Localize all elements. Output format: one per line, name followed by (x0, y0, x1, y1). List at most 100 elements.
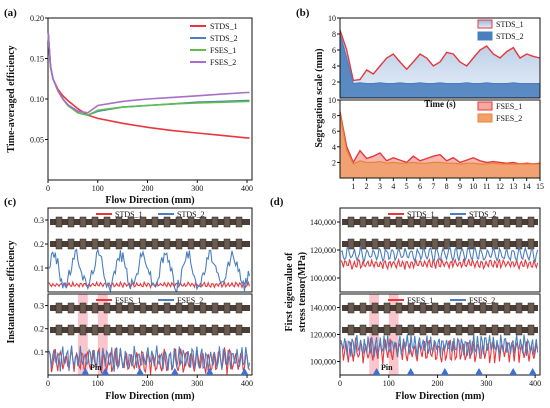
panel-d-bottom-rotor-1-flight (467, 302, 475, 314)
panel-b-bottom-area-FSES_1 (340, 111, 540, 178)
panel-d-xtick-label: 0 (338, 379, 342, 388)
panel-d-top-rotor-1-flight (443, 216, 451, 228)
panel-b-top-ytick-label: 8 (332, 30, 336, 39)
panel-c-bottom-rotor-2-flight (127, 324, 135, 336)
panel-c-bottom-rotor-2-flight (187, 324, 195, 336)
panel-d-top-rotor-2-shaft (342, 241, 538, 247)
panel-b-xtick-label: 3 (378, 182, 382, 191)
panel-c-top-frame (47, 207, 253, 293)
panel-c-bottom-rotor-1-flight (187, 302, 195, 314)
panel-d-top-rotor-1-flight (431, 216, 439, 228)
panel-c-bottom-rotor-2-flight (151, 324, 159, 336)
panel-d-bottom-legend-label-0: FSES_1 (407, 296, 433, 305)
panel-c-top-series-STDS_1 (48, 280, 251, 290)
panel-d-bottom-rotor-2-flight (383, 324, 391, 336)
panel-c-top-rotor-1-flight (115, 216, 123, 228)
panel-b-xtick-label: 7 (431, 182, 435, 191)
panel-c-top-rotor-2-flight (79, 238, 87, 250)
panel-b-top-area-STDS_2 (340, 34, 540, 98)
panel-c-bottom-rotor-1-flight (127, 302, 135, 314)
panel-c-bottom-rotor-1-flight (91, 302, 99, 314)
panel-c-bottom-rotor-2-flight (103, 324, 111, 336)
panel-c-bottom-rotor-2-flight (199, 324, 207, 336)
panel-c-bottom-ytick-label: 0.1 (34, 348, 44, 357)
panel-a-xtick-label: 0 (46, 184, 50, 193)
panel-a-legend-label-0: STDS_1 (210, 22, 238, 31)
panel-c-bottom-series-FSES_2 (48, 345, 251, 372)
panel-d-bottom-rotor-2-flight (515, 324, 523, 336)
panel-d-top-rotor-2-flight (371, 238, 379, 250)
panel-d-bottom-rotor-2-flight (347, 324, 355, 336)
panel-c-top-rotor-1-flight (187, 216, 195, 228)
panel-c-top-rotor-1-flight (139, 216, 147, 228)
panel-d-bottom-rotor-2-flight (491, 324, 499, 336)
panel-c-bottom-rotor-2-shaft (50, 327, 250, 333)
panel-c-top-rotor-1-flight (175, 216, 183, 228)
panel-c-bottom-rotor-1-flight (139, 302, 147, 314)
panel-c-top-rotor-2-flight (223, 238, 231, 250)
panel-b-bottom-line-FSES_2 (339, 113, 540, 165)
panel-c-bottom-rotor-1-flight (211, 302, 219, 314)
panel-b-xtick-label: 12 (496, 182, 504, 191)
panel-c-top-ytick-label: 0.2 (34, 240, 44, 249)
panel-c-bottom-rotor-1-flight (235, 302, 243, 314)
panel-d-top-rotor-2-flight (491, 238, 499, 250)
panel-d-bottom-rotor-2-flight (527, 324, 535, 336)
panel-c-top-rotor-1-flight (127, 216, 135, 228)
panel-c-bottom-legend-label-1: FSES_2 (177, 296, 203, 305)
panel-b-bottom-legend-label-0: FSES_1 (496, 102, 522, 111)
panel-d-top-rotor-1-flight (527, 216, 535, 228)
panel-d-top-rotor-2-flight (527, 238, 535, 250)
panel-c-top-rotor-2-flight (163, 238, 171, 250)
panel-d-top-rotor-1-flight (419, 216, 427, 228)
panel-d-top-legend-label-0: STDS_1 (407, 210, 435, 219)
panel-d-bottom-rotor-2-flight (455, 324, 463, 336)
panel-b-bottom-area-FSES_2 (340, 114, 540, 178)
panel-d-bottom-ytick-label: 100,000 (310, 358, 336, 367)
panel-b-top-ytick-label: 10 (328, 14, 336, 23)
panel-d-bottom-legend-label-1: FSES_2 (469, 296, 495, 305)
panel-d-bottom-rotor-2-flight (359, 324, 367, 336)
panel-b-xtick-label: 14 (523, 182, 531, 191)
panel-d-top-rotor-2-flight (431, 238, 439, 250)
panel-b-xtick-label: 8 (445, 182, 449, 191)
panel-a-label: (a) (4, 7, 17, 19)
panel-d-bottom-pin-band (388, 294, 399, 375)
panel-d-bottom-rotor-2-flight (371, 324, 379, 336)
panel-d-bottom-rotor-2-flight (467, 324, 475, 336)
panel-d-xtick-label: 200 (432, 379, 444, 388)
panel-b-top-ytick-label: 4 (332, 62, 336, 71)
panel-d-top-rotor-1-flight (455, 216, 463, 228)
panel-c-top-legend-label-1: STDS_2 (177, 210, 205, 219)
panel-c-ylabel: Instantaneous efficiency (6, 240, 17, 343)
panel-c-bottom-rotor-2-flight (163, 324, 171, 336)
panel-b-top-legend-label-1: STDS_2 (496, 32, 524, 41)
panel-d-bottom-marker (406, 368, 415, 375)
panel-c-top-ytick-label: 0.1 (34, 264, 44, 273)
panel-c-top-series-STDS_2 (48, 248, 251, 294)
panel-d-top-rotor-1-flight (347, 216, 355, 228)
panel-d-top-rotor-1-flight (503, 216, 511, 228)
panel-d-top-rotor-2-flight (479, 238, 487, 250)
panel-c-bottom-rotor-2-flight (115, 324, 123, 336)
panel-d-top-rotor-1-flight (407, 216, 415, 228)
panel-a-ytick-label: 0.15 (30, 55, 44, 64)
panel-d-bottom-rotor-1-flight (419, 302, 427, 314)
panel-c-bottom-marker (240, 368, 249, 375)
panel-d-xtick-label: 300 (480, 379, 492, 388)
panel-c-bottom-pin-band (97, 294, 108, 375)
panel-c-top-rotor-2-flight (235, 238, 243, 250)
panel-d-bottom-rotor-2-flight (479, 324, 487, 336)
panel-c-bottom-rotor-1-flight (115, 302, 123, 314)
panel-d-top-rotor-1-flight (491, 216, 499, 228)
panel-d-top-rotor-2-flight (503, 238, 511, 250)
panel-b-label: (b) (296, 7, 310, 19)
panel-b-top-line-STDS_1 (339, 29, 541, 82)
panel-d-bottom-rotor-1-flight (371, 302, 379, 314)
panel-b-bottom-ytick-label: 10 (328, 96, 336, 105)
panel-c-top-rotor-2-flight (211, 238, 219, 250)
panel-c-top-rotor-2-flight (175, 238, 183, 250)
panel-b-top-area-STDS_1 (340, 30, 540, 98)
panel-c-top-rotor-1-flight (67, 216, 75, 228)
panel-c-bottom-ytick-label: 0.3 (34, 302, 44, 311)
